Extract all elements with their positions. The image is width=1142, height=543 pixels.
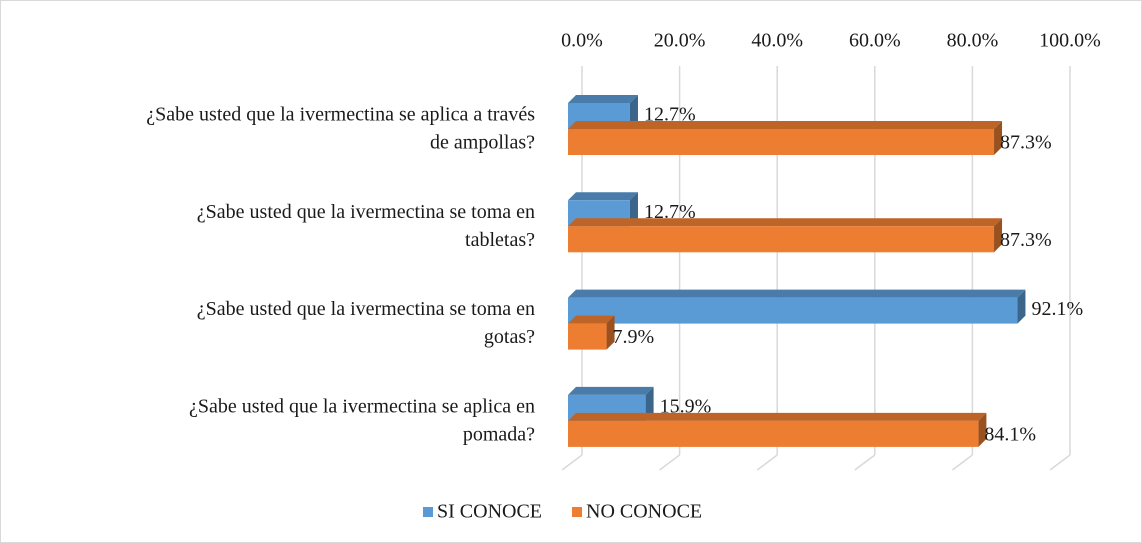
grid-floor-line	[756, 454, 778, 471]
category-label: gotas?	[484, 326, 535, 348]
data-label: 15.9%	[660, 395, 712, 417]
data-label: 87.3%	[1000, 229, 1052, 251]
x-tick-label: 20.0%	[654, 30, 706, 52]
data-label: 12.7%	[644, 201, 696, 223]
bar	[568, 129, 995, 155]
bar	[568, 226, 995, 253]
bar-top	[568, 218, 1003, 227]
bar-top	[568, 121, 1003, 129]
bar-side	[994, 121, 1003, 155]
grid-floor-line	[854, 454, 876, 471]
bar-side	[629, 192, 638, 227]
category-label: ¿Sabe usted que la ivermectina se toma e…	[197, 201, 535, 223]
data-label: 12.7%	[644, 104, 696, 126]
legend-label: NO CONOCE	[586, 501, 702, 523]
category-label: pomada?	[463, 423, 535, 445]
bar-top	[568, 95, 638, 103]
x-tick-label: 40.0%	[751, 30, 803, 52]
bar-side	[1017, 289, 1026, 324]
bar	[568, 420, 979, 447]
x-tick-label: 100.0%	[1039, 30, 1101, 52]
legend-swatch	[423, 507, 433, 517]
bar-top	[568, 289, 1026, 298]
legend-swatch	[572, 507, 583, 517]
bar-side	[606, 315, 615, 350]
data-label: 84.1%	[984, 423, 1036, 445]
grid-floor-line	[561, 454, 583, 471]
data-label: 92.1%	[1031, 298, 1083, 320]
grid-floor-line	[951, 454, 973, 471]
category-label: ¿Sabe usted que la ivermectina se aplica…	[146, 104, 535, 126]
bar	[568, 323, 607, 350]
bar-side	[629, 95, 638, 129]
category-label: ¿Sabe usted que la ivermectina se aplica…	[189, 395, 535, 417]
grid-floor-line	[1049, 454, 1071, 471]
legend-label: SI CONOCE	[437, 501, 542, 523]
data-label: 7.9%	[613, 326, 655, 348]
grid-floor-line	[659, 454, 681, 471]
data-label: 87.3%	[1000, 132, 1052, 154]
bar-top	[568, 412, 987, 421]
category-label: ¿Sabe usted que la ivermectina se toma e…	[197, 298, 535, 320]
category-label: tabletas?	[465, 229, 535, 251]
category-label: de ampollas?	[430, 132, 535, 154]
bar-side	[978, 412, 987, 447]
bar-top	[568, 192, 638, 201]
bar-side	[645, 386, 654, 421]
bar	[568, 297, 1018, 324]
x-tick-label: 60.0%	[849, 30, 901, 52]
bar-top	[568, 386, 654, 395]
x-tick-label: 80.0%	[947, 30, 999, 52]
bar-top	[568, 315, 615, 324]
x-tick-label: 0.0%	[561, 30, 603, 52]
bar-side	[994, 218, 1003, 253]
